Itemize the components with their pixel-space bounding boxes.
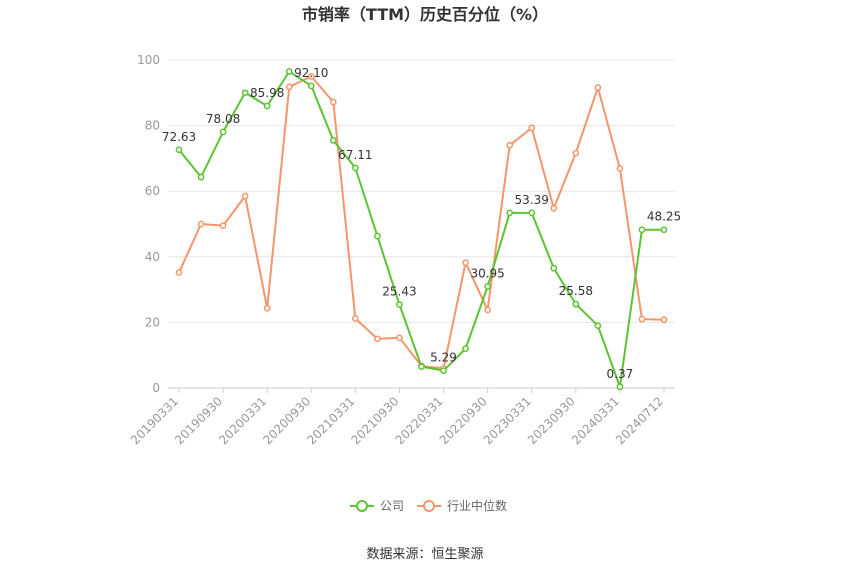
series-line-1 — [178, 75, 665, 370]
data-label: 0.37 — [607, 367, 634, 381]
data-point[interactable] — [374, 232, 381, 240]
data-label: 5.29 — [430, 351, 457, 365]
legend[interactable]: 公司 行业中位数 — [350, 498, 507, 513]
data-label: 72.63 — [162, 130, 196, 144]
data-source: 数据来源：恒生聚源 — [366, 547, 483, 562]
label-layer: 72.63 78.08 85.98 92.10 67.11 25.43 5.29 30.95 5… — [162, 66, 681, 381]
data-point[interactable] — [462, 345, 469, 352]
data-point[interactable] — [374, 335, 381, 343]
legend-label: 行业中位数 — [447, 498, 507, 513]
data-label: 48.25 — [647, 210, 681, 224]
data-point[interactable] — [594, 322, 602, 330]
grid-layer — [168, 59, 675, 389]
series-layer — [175, 68, 668, 391]
data-point[interactable] — [307, 82, 315, 90]
x-tick-label: 20240712 — [613, 394, 666, 447]
data-point[interactable] — [638, 315, 646, 323]
legend-swatch-marker — [423, 500, 435, 512]
data-label: 85.98 — [250, 86, 284, 100]
data-point[interactable] — [352, 164, 359, 172]
data-point[interactable] — [329, 98, 337, 106]
data-point[interactable] — [263, 304, 271, 312]
data-point[interactable] — [528, 209, 536, 217]
legend-label: 公司 — [380, 499, 404, 513]
data-point[interactable] — [285, 83, 293, 91]
y-tick-label: 20 — [145, 315, 160, 329]
data-label: 30.95 — [470, 266, 504, 280]
data-point[interactable] — [616, 165, 624, 172]
data-point[interactable] — [462, 259, 469, 267]
data-point[interactable] — [352, 315, 359, 322]
y-tick-label: 0 — [152, 381, 160, 395]
data-point[interactable] — [175, 269, 183, 276]
data-point[interactable] — [263, 102, 271, 110]
data-point[interactable] — [484, 306, 491, 314]
data-point[interactable] — [329, 137, 337, 144]
y-tick-label: 80 — [145, 119, 160, 133]
legend-item-1[interactable]: 行业中位数 — [417, 498, 507, 513]
data-point[interactable] — [440, 367, 447, 374]
data-point[interactable] — [572, 149, 580, 157]
data-point[interactable] — [219, 128, 227, 136]
y-tick-label: 60 — [145, 184, 160, 198]
y-tick-label: 100 — [137, 53, 160, 67]
data-point[interactable] — [197, 220, 205, 228]
y-tick-label: 40 — [145, 250, 160, 264]
data-point[interactable] — [241, 89, 249, 97]
data-label: 25.58 — [559, 284, 593, 298]
data-point[interactable] — [484, 283, 491, 290]
data-point[interactable] — [175, 146, 183, 154]
data-label: 78.08 — [206, 112, 240, 126]
data-point[interactable] — [594, 84, 602, 91]
data-point[interactable] — [550, 264, 558, 272]
data-point[interactable] — [572, 300, 580, 308]
data-point[interactable] — [660, 316, 668, 324]
data-point[interactable] — [197, 173, 205, 181]
data-point[interactable] — [550, 204, 558, 212]
data-point[interactable] — [528, 124, 536, 132]
data-point[interactable] — [616, 383, 624, 391]
data-point[interactable] — [418, 363, 425, 371]
data-point[interactable] — [506, 141, 514, 149]
data-point[interactable] — [307, 73, 315, 80]
data-label: 67.11 — [338, 148, 372, 162]
legend-swatch-marker — [356, 500, 368, 512]
chart-title: 市销率（TTM）历史百分位（%） — [302, 5, 548, 24]
data-point[interactable] — [285, 68, 293, 75]
data-point[interactable] — [506, 209, 514, 217]
data-label: 25.43 — [382, 285, 416, 299]
data-point[interactable] — [396, 334, 403, 342]
data-label: 92.10 — [294, 66, 328, 80]
data-point[interactable] — [219, 222, 227, 229]
data-point[interactable] — [396, 301, 403, 308]
data-label: 53.39 — [515, 193, 549, 207]
data-point[interactable] — [638, 226, 646, 234]
data-point[interactable] — [660, 226, 668, 234]
legend-item-0[interactable]: 公司 — [350, 499, 404, 513]
data-point[interactable] — [241, 192, 249, 200]
